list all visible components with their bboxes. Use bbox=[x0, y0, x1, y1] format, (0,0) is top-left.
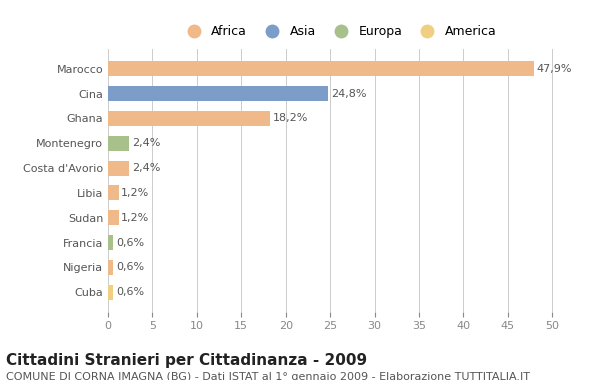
Bar bbox=[108, 260, 113, 275]
Text: 47,9%: 47,9% bbox=[536, 64, 572, 74]
Text: 0,6%: 0,6% bbox=[116, 263, 144, 272]
Bar bbox=[108, 285, 113, 300]
Bar bbox=[108, 111, 270, 126]
Text: COMUNE DI CORNA IMAGNA (BG) - Dati ISTAT al 1° gennaio 2009 - Elaborazione TUTTI: COMUNE DI CORNA IMAGNA (BG) - Dati ISTAT… bbox=[6, 372, 530, 380]
Text: 0,6%: 0,6% bbox=[116, 238, 144, 248]
Bar bbox=[108, 235, 113, 250]
Bar bbox=[108, 185, 119, 200]
Bar bbox=[108, 61, 533, 76]
Text: 2,4%: 2,4% bbox=[132, 138, 160, 148]
Bar bbox=[108, 136, 130, 151]
Text: 0,6%: 0,6% bbox=[116, 287, 144, 297]
Text: 18,2%: 18,2% bbox=[272, 113, 308, 124]
Text: 24,8%: 24,8% bbox=[331, 89, 367, 98]
Bar bbox=[108, 161, 130, 176]
Text: Cittadini Stranieri per Cittadinanza - 2009: Cittadini Stranieri per Cittadinanza - 2… bbox=[6, 353, 367, 368]
Text: 2,4%: 2,4% bbox=[132, 163, 160, 173]
Bar bbox=[108, 86, 328, 101]
Text: 1,2%: 1,2% bbox=[121, 213, 149, 223]
Bar bbox=[108, 210, 119, 225]
Text: 1,2%: 1,2% bbox=[121, 188, 149, 198]
Legend: Africa, Asia, Europa, America: Africa, Asia, Europa, America bbox=[178, 22, 500, 42]
